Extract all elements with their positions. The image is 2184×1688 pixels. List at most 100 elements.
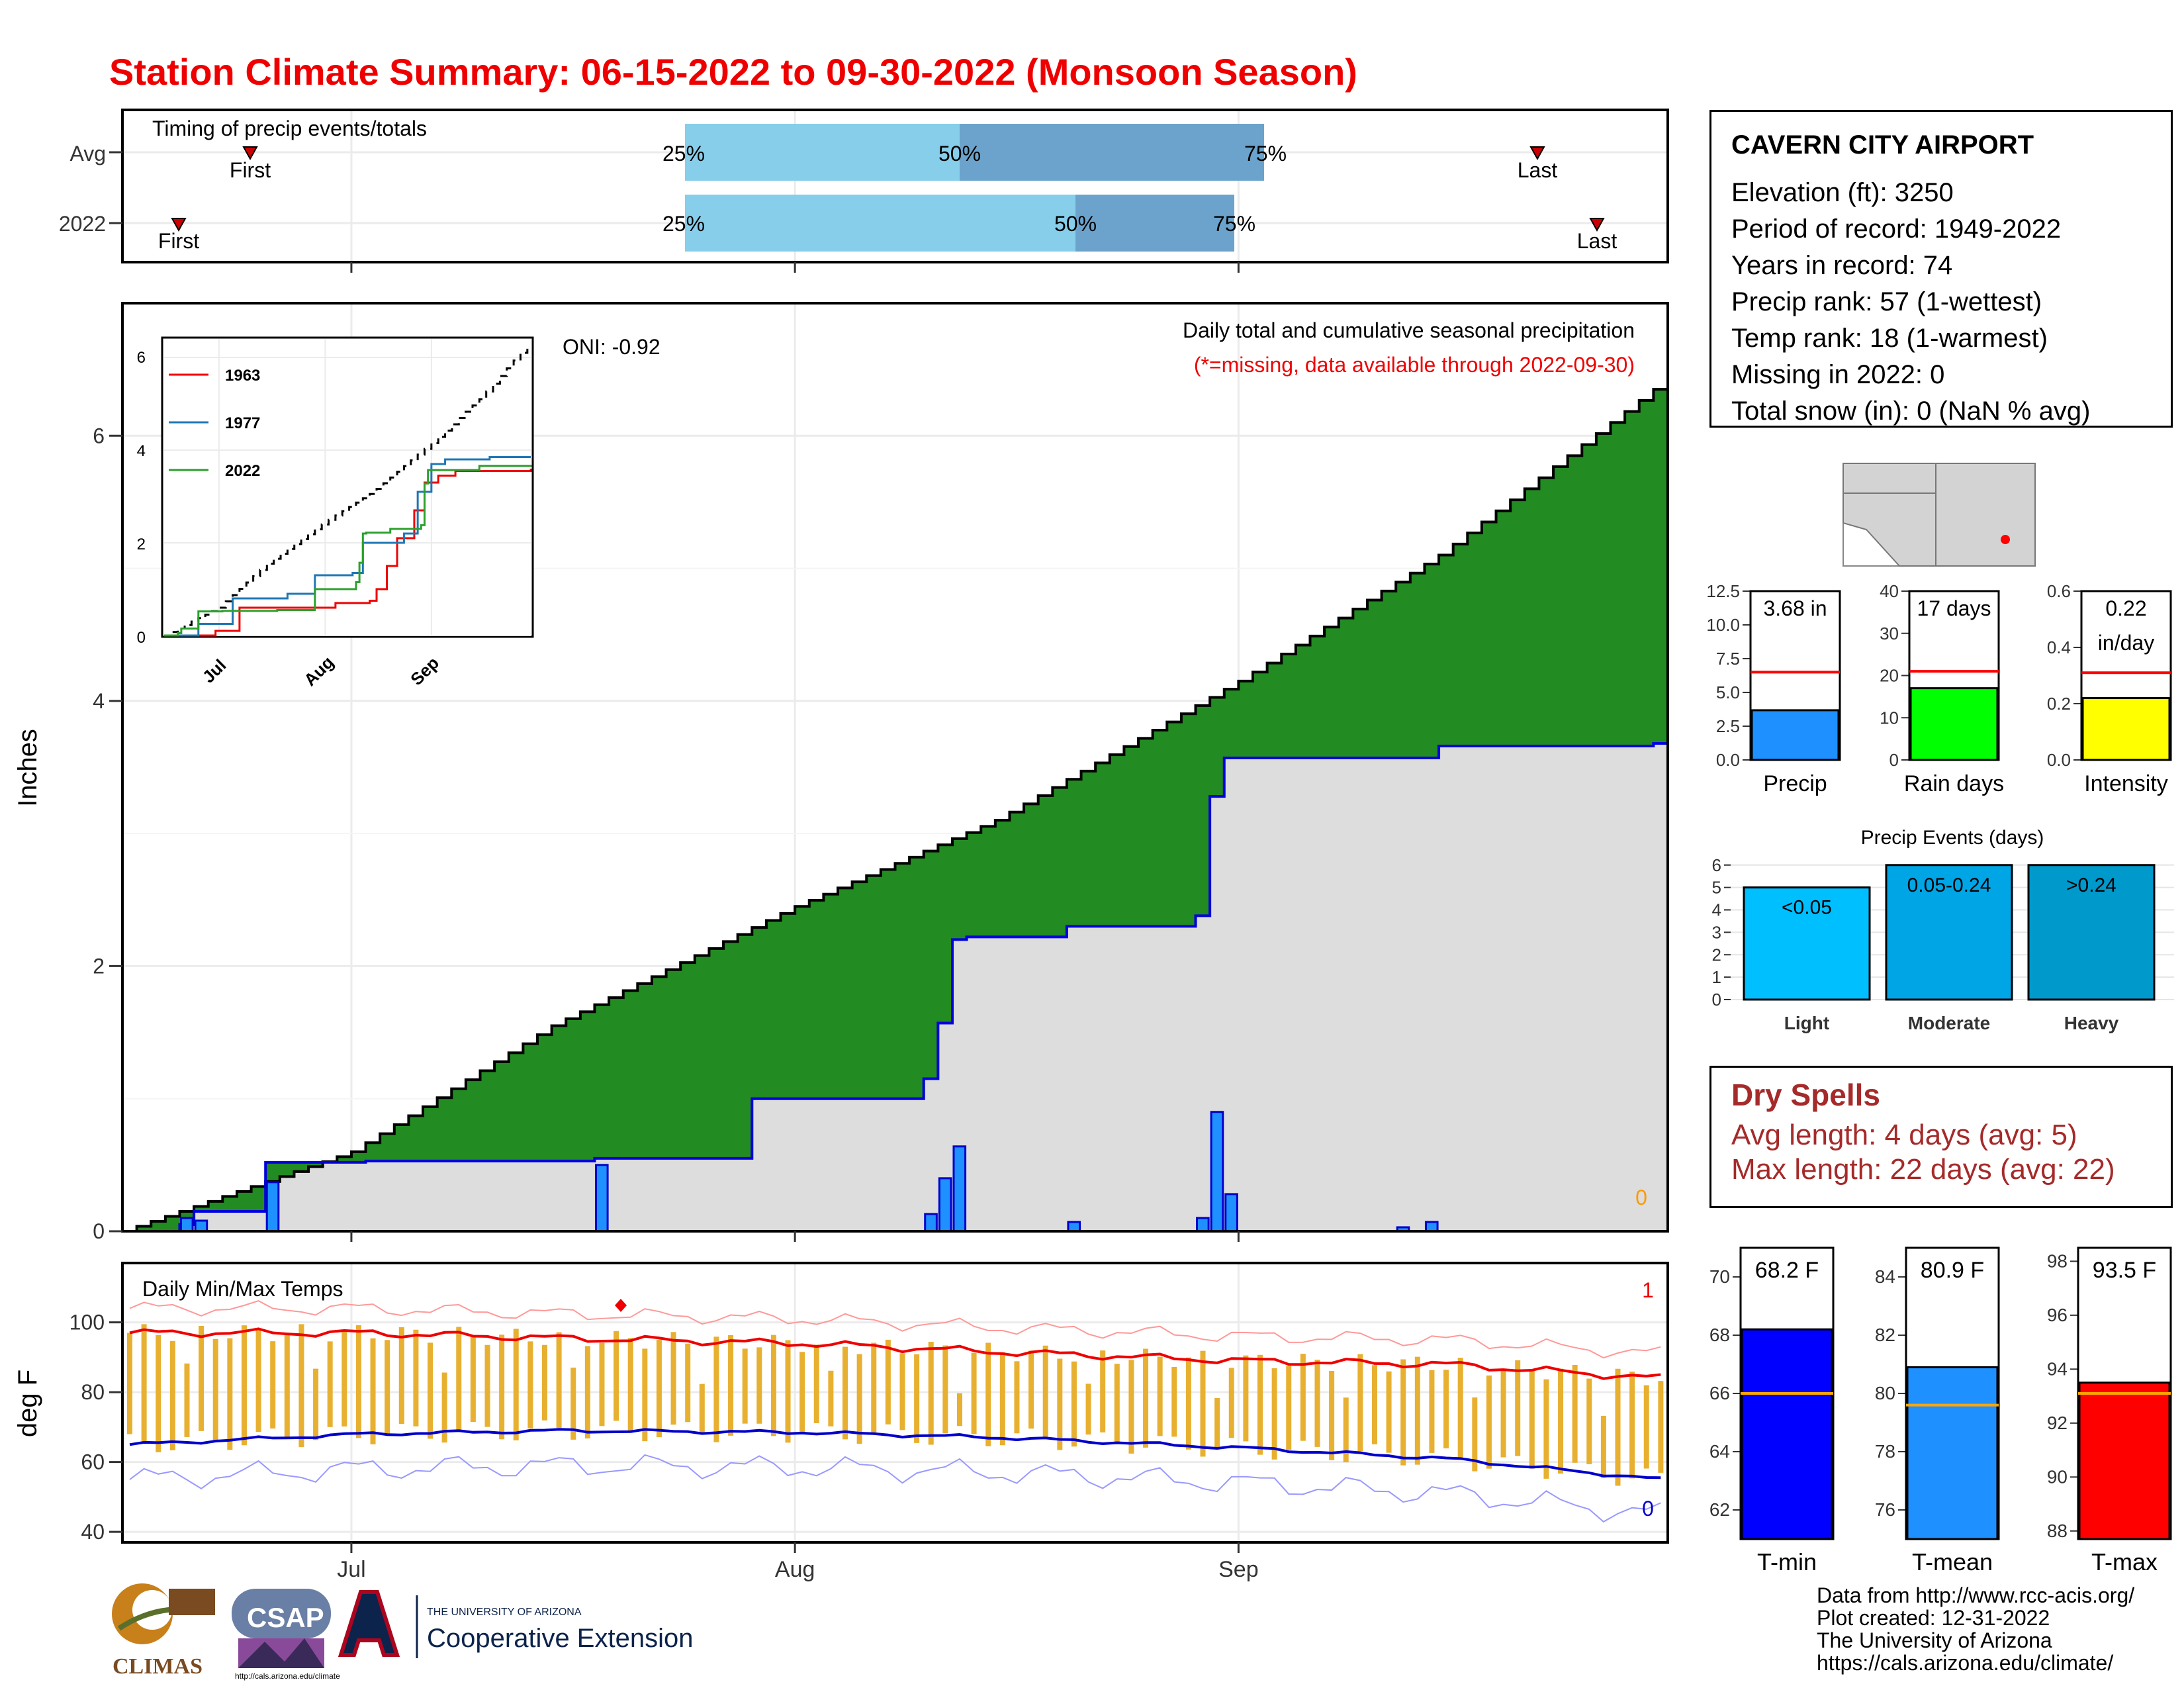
credits: Data from http://www.rcc-acis.org/ Plot … [1817,1584,2134,1674]
tmax-bar-chart-ytick-label: 92 [2047,1413,2068,1433]
precip-caption: Daily total and cumulative seasonal prec… [1183,318,1635,342]
timing-avg-last-label: Last [1518,158,1558,182]
daily-precip-bar [1210,1111,1224,1233]
precip-mini: 0.0 2.5 5.0 7.5 10.0 12.5 3.68 in Precip [1706,581,1841,796]
temp-low-count: 0 [1642,1497,1654,1521]
station-name: CAVERN CITY AIRPORT [1731,130,2034,160]
inset-ytick-2: 2 [137,536,146,553]
timing-avg-second-half [960,124,1264,181]
precip-ytick-label: 0 [93,1219,105,1243]
tmean-bar-chart-ytick-label: 76 [1875,1499,1895,1520]
timing-avg-first-marker [242,146,258,161]
tmax-bar-chart-xlabel: T-max [2091,1548,2158,1575]
tmin-bar-chart-ytick-label: 66 [1709,1383,1730,1403]
tmax-bar-chart-ytick-label: 88 [2047,1521,2068,1541]
avg-tmax-line [129,1327,1661,1380]
tmax-bar-chart-ytick-label: 94 [2047,1358,2068,1379]
temp-ytick-label: 60 [81,1450,105,1474]
intensity-mini-ytick-label: 0.0 [2047,750,2071,770]
intensity-mini-value-label: in/day [2098,631,2154,655]
temp-yticks: 40 60 80 100 [69,1311,122,1544]
precip-ytick-label: 4 [93,689,105,713]
raindays-mini-ytick-label: 40 [1880,581,1899,601]
precip-mini-ytick-label: 7.5 [1716,649,1740,669]
temp-frame [121,1262,1669,1544]
temp-high-count: 1 [1642,1278,1654,1302]
daily-precip-bar [938,1177,952,1233]
timing-2022-last-marker [1589,218,1605,232]
inset-avg-line [164,345,529,637]
daily-precip-bar [1196,1217,1210,1233]
inset-frame [161,336,534,638]
precip-frame [121,302,1669,1233]
csap-text: CSAP [247,1602,324,1633]
x-month-label: Aug [775,1557,815,1582]
inset-ytick-0: 0 [137,629,146,647]
tmean-bar-chart-ytick-label: 80 [1875,1383,1895,1403]
record-high-marker [615,1299,627,1312]
tmax-bar-chart-ytick-label: 96 [2047,1305,2068,1325]
missing-count: 0 [1635,1186,1647,1209]
tmean-bar-chart-xlabel: T-mean [1912,1548,1993,1575]
temp-marks [127,1299,1664,1523]
inset-line-2022 [164,465,532,637]
events-ytick-label: 0 [1712,990,1721,1009]
timing-2022-first-label: First [158,229,199,253]
events-ytick-label: 3 [1712,922,1721,942]
tmax-bar-chart-ytick-label: 98 [2047,1250,2068,1271]
events-bar-label: <0.05 [1782,897,1832,919]
oni-label: ONI: -0.92 [563,335,660,359]
tmax-bar-chart: 88 90 92 94 96 98 93.5 F T-max [2047,1246,2172,1575]
logo-strip: CLIMAS CSAP http://cals.arizona.edu/clim… [106,1575,754,1681]
temperature-bar-charts: 62 64 66 68 70 68.2 F T-min 76 78 80 82 84 80.9 F T-m… [1709,1246,2172,1575]
precip-mini-ytick-label: 5.0 [1716,682,1740,702]
tmean-bar-chart-bar [1906,1366,1999,1540]
timing-avg-first-label: First [230,158,271,182]
raindays-mini-xlabel: Rain days [1904,771,2004,796]
tmax-bar-chart-bar [2078,1382,2171,1540]
daily-precip-bar [179,1217,194,1233]
dry-spells-avg: Avg length: 4 days (avg: 5) [1731,1119,2077,1151]
climas-text: CLIMAS [113,1654,203,1679]
events-ytick-label: 4 [1712,900,1721,920]
station-info-box: CAVERN CITY AIRPORT Elevation (ft): 3250… [1709,110,2173,428]
tmin-bar-chart-ytick-label: 68 [1709,1325,1730,1345]
inset-lines [164,345,532,637]
temp-grid [124,1264,1666,1541]
station-missing: Missing in 2022: 0 [1731,360,1945,389]
timing-2022-first-marker [171,218,187,232]
daily-precip-bar [1424,1221,1439,1233]
events-bar-light [1743,886,1871,1001]
timing-2022-last-label: Last [1577,229,1617,253]
page-title: Station Climate Summary: 06-15-2022 to 0… [109,51,1357,93]
dry-spells-box: Dry Spells Avg length: 4 days (avg: 5) M… [1709,1066,2173,1208]
tmin-bar-chart-xlabel: T-min [1757,1548,1817,1575]
precip-mini-xlabel: Precip [1763,771,1827,796]
timing-avg-p50: 50% [938,142,981,165]
temp-panel-label: Daily Min/Max Temps [142,1277,343,1301]
daily-precip-bar [594,1164,609,1233]
missing-note: (*=missing, data available through 2022-… [1194,353,1635,377]
timing-avg-p75: 75% [1244,142,1287,165]
tmin-bar-chart: 62 64 66 68 70 68.2 F T-min [1709,1246,1835,1575]
tmin-bar-chart-value-label: 68.2 F [1755,1258,1819,1283]
events-ytick-label: 6 [1712,855,1721,875]
record-low-line [129,1454,1661,1523]
tmean-bar-chart-value-label: 80.9 F [1921,1258,1984,1283]
above-average-area [122,389,1668,1231]
station-temp-rank: Temp rank: 18 (1-warmest) [1731,324,2048,353]
precip-mini-ytick-label: 12.5 [1706,581,1740,601]
timing-avg-p25: 25% [662,142,705,165]
inset-ytick-6: 6 [137,349,146,367]
csap-logo: CSAP http://cals.arizona.edu/climate [232,1589,340,1681]
events-bar-heavy [2027,864,2156,1001]
intensity-mini-value-label: 0.22 [2105,596,2146,620]
daily-precip-bar [952,1145,967,1233]
ua-logo: THE UNIVERSITY OF ARIZONA Cooperative Ex… [338,1590,693,1658]
daily-precip-bar [1067,1221,1081,1233]
precip-events-chart: Precip Events (days) 0 1 2 345 6 <0.05 Light 0.0… [1712,827,2174,1033]
timing-avg-last-marker [1529,146,1545,161]
intensity-mini-ytick-label: 0.2 [2047,694,2071,714]
precip-mini-value-label: 3.68 in [1763,596,1827,620]
